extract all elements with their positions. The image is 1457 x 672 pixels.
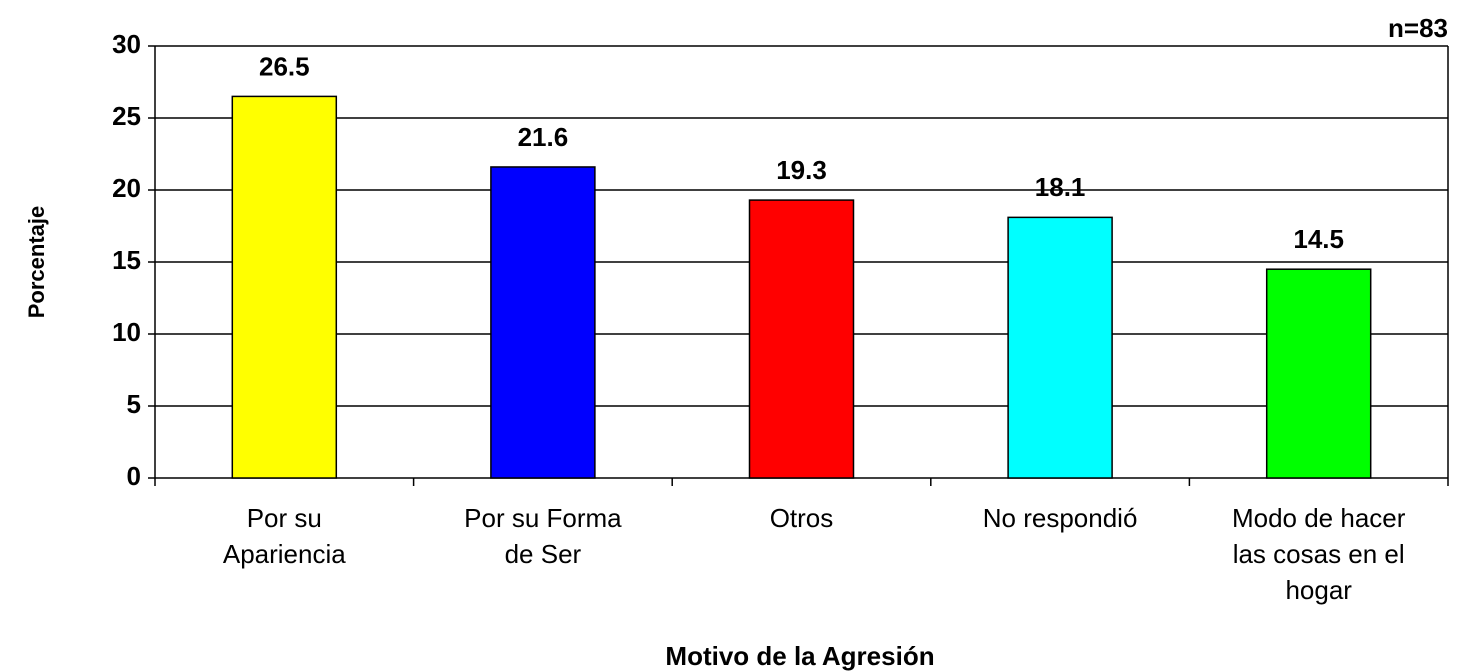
value-label: 19.3: [776, 155, 827, 185]
value-label: 14.5: [1293, 224, 1344, 254]
y-tick-label: 30: [112, 29, 141, 59]
x-tick-label: Por su Apariencia: [222, 503, 346, 569]
y-tick-label: 5: [127, 389, 141, 419]
annotation: n=83: [1388, 13, 1448, 43]
x-axis-label: Motivo de la Agresión: [665, 641, 934, 671]
bar: [1007, 216, 1113, 479]
bar: [490, 166, 596, 479]
value-label: 26.5: [259, 51, 310, 81]
y-tick-label: 0: [127, 461, 141, 491]
y-tick-label: 15: [112, 245, 141, 275]
y-tick-label: 25: [112, 101, 141, 131]
y-tick-label: 20: [112, 173, 141, 203]
x-tick-label: Por su Forma de Ser: [464, 503, 622, 569]
x-tick-label: Otros: [769, 503, 834, 533]
value-label: 21.6: [518, 122, 569, 152]
x-tick-label: Modo de hacer las cosas en el hogar: [1231, 503, 1406, 605]
value-label: 18.1: [1035, 172, 1086, 202]
x-tick-label: No respondió: [982, 503, 1138, 533]
y-tick-label: 10: [112, 317, 141, 347]
bar: [748, 199, 855, 479]
bar: [1265, 268, 1372, 479]
bar: [231, 95, 338, 479]
y-axis-label: Porcentaje: [24, 206, 49, 319]
